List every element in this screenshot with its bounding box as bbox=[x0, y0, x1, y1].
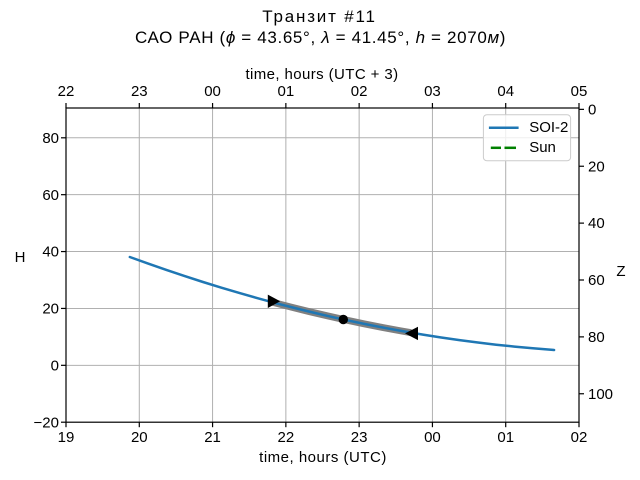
svg-text:00: 00 bbox=[424, 429, 441, 446]
svg-text:time, hours (UTC): time, hours (UTC) bbox=[259, 449, 387, 466]
svg-text:−20: −20 bbox=[34, 414, 59, 431]
svg-text:23: 23 bbox=[131, 83, 148, 100]
svg-text:Z: Z bbox=[616, 263, 625, 280]
svg-text:0: 0 bbox=[51, 357, 59, 374]
svg-text:80: 80 bbox=[588, 329, 605, 346]
svg-text:time, hours (UTC + 3): time, hours (UTC + 3) bbox=[245, 66, 398, 83]
svg-text:60: 60 bbox=[588, 272, 605, 289]
svg-text:22: 22 bbox=[58, 83, 75, 100]
svg-text:20: 20 bbox=[588, 158, 605, 175]
svg-text:20: 20 bbox=[42, 301, 59, 318]
svg-text:22: 22 bbox=[278, 429, 295, 446]
svg-text:01: 01 bbox=[497, 429, 514, 446]
svg-text:H: H bbox=[15, 249, 26, 266]
svg-text:САО РАН (ϕ = 43.65°, λ = 41.45: САО РАН (ϕ = 43.65°, λ = 41.45°, h = 207… bbox=[135, 28, 506, 47]
svg-text:Транзит #11: Транзит #11 bbox=[262, 7, 376, 26]
svg-text:02: 02 bbox=[351, 83, 368, 100]
svg-text:23: 23 bbox=[351, 429, 368, 446]
svg-text:01: 01 bbox=[278, 83, 295, 100]
svg-text:05: 05 bbox=[571, 83, 588, 100]
svg-text:0: 0 bbox=[588, 101, 596, 118]
svg-text:Sun: Sun bbox=[529, 139, 556, 156]
svg-text:04: 04 bbox=[497, 83, 514, 100]
svg-text:100: 100 bbox=[588, 386, 613, 403]
svg-text:21: 21 bbox=[204, 429, 221, 446]
svg-text:40: 40 bbox=[42, 244, 59, 261]
svg-text:40: 40 bbox=[588, 215, 605, 232]
svg-text:02: 02 bbox=[571, 429, 588, 446]
svg-text:19: 19 bbox=[58, 429, 75, 446]
svg-text:80: 80 bbox=[42, 130, 59, 147]
svg-text:SOI-2: SOI-2 bbox=[529, 119, 568, 136]
svg-text:60: 60 bbox=[42, 187, 59, 204]
svg-text:00: 00 bbox=[204, 83, 221, 100]
svg-text:03: 03 bbox=[424, 83, 441, 100]
svg-text:20: 20 bbox=[131, 429, 148, 446]
